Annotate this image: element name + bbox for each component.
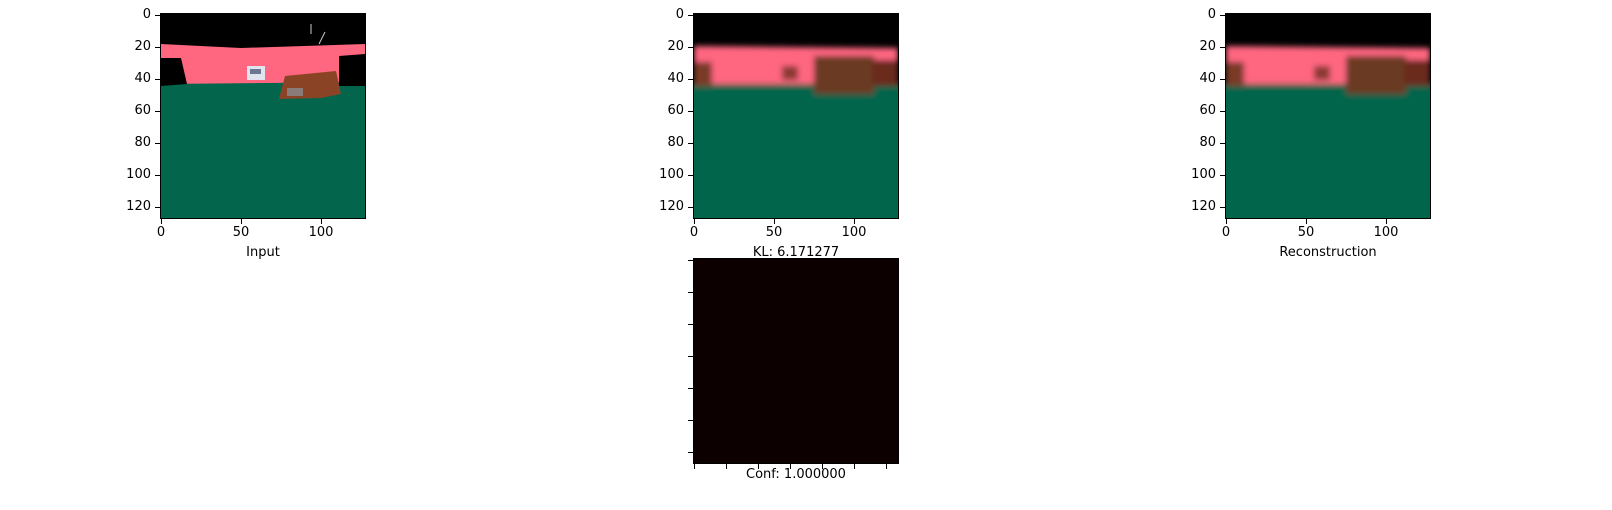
input-panel: 0 20 40 60 80 100 120 0 50 100 Input — [0, 0, 540, 270]
reconstruction-ytick-label: 80 — [1199, 135, 1216, 150]
reconstruction-ytick-label: 20 — [1199, 39, 1216, 54]
prediction-ytick-label: 60 — [667, 103, 684, 118]
right-opening — [339, 54, 365, 86]
reconstruction-ytick-label: 120 — [1191, 199, 1216, 214]
prediction-xtick-label: 0 — [689, 225, 699, 240]
input-ytick-label: 0 — [142, 7, 151, 22]
confidence-caption: Conf: 1.000000 — [746, 467, 846, 482]
prediction-ytick-label: 120 — [659, 199, 684, 214]
floor-region — [161, 82, 365, 218]
input-image-svg — [161, 14, 365, 218]
reconstruction-ytick-label: 40 — [1199, 71, 1216, 86]
confidence-panel: Conf: 1.000000 — [540, 250, 1080, 510]
reconstruction-image-svg — [1226, 14, 1430, 218]
floor-region — [694, 84, 898, 218]
reconstruction-panel: 0 20 40 60 80 100 120 0 50 100 Reconstru… — [1072, 0, 1612, 270]
reconstruction-ytick-label: 0 — [1207, 7, 1216, 22]
prediction-image — [694, 14, 898, 218]
reconstruction-caption: Reconstruction — [1279, 245, 1377, 260]
kl-caption: KL: 6.171277 — [752, 245, 840, 260]
input-ytick-label: 20 — [134, 39, 151, 54]
input-xtick-label: 0 — [156, 225, 166, 240]
reconstruction-ytick-label: 100 — [1191, 167, 1216, 182]
input-ytick-label: 60 — [134, 103, 151, 118]
confidence-heatmap — [694, 259, 898, 463]
left-opening — [161, 58, 187, 86]
reconstruction-xtick-label: 0 — [1221, 225, 1231, 240]
reconstruction-xtick-label: 50 — [1297, 225, 1315, 240]
input-ytick-label: 40 — [134, 71, 151, 86]
box-patch — [287, 88, 303, 96]
vehicle-window — [250, 69, 261, 74]
input-ytick-label: 80 — [134, 135, 151, 150]
prediction-ytick-label: 20 — [667, 39, 684, 54]
input-caption: Input — [246, 245, 280, 260]
input-xtick-label: 100 — [308, 225, 334, 240]
prediction-xtick-label: 50 — [765, 225, 783, 240]
prediction-ytick-label: 80 — [667, 135, 684, 150]
reconstruction-ytick-label: 60 — [1199, 103, 1216, 118]
floor-region — [1226, 84, 1430, 218]
input-xtick-label: 50 — [232, 225, 250, 240]
prediction-image-svg — [694, 14, 898, 218]
prediction-panel: 0 20 40 60 80 100 120 0 50 100 KL: 6.171… — [540, 0, 1080, 270]
input-ytick-label: 120 — [126, 199, 151, 214]
prediction-ytick-label: 40 — [667, 71, 684, 86]
input-image — [161, 14, 365, 218]
prediction-xtick-label: 100 — [841, 225, 867, 240]
prediction-ytick-label: 100 — [659, 167, 684, 182]
reconstruction-image — [1226, 14, 1430, 218]
input-ytick-label: 100 — [126, 167, 151, 182]
prediction-ytick-label: 0 — [675, 7, 684, 22]
reconstruction-xtick-label: 100 — [1373, 225, 1399, 240]
